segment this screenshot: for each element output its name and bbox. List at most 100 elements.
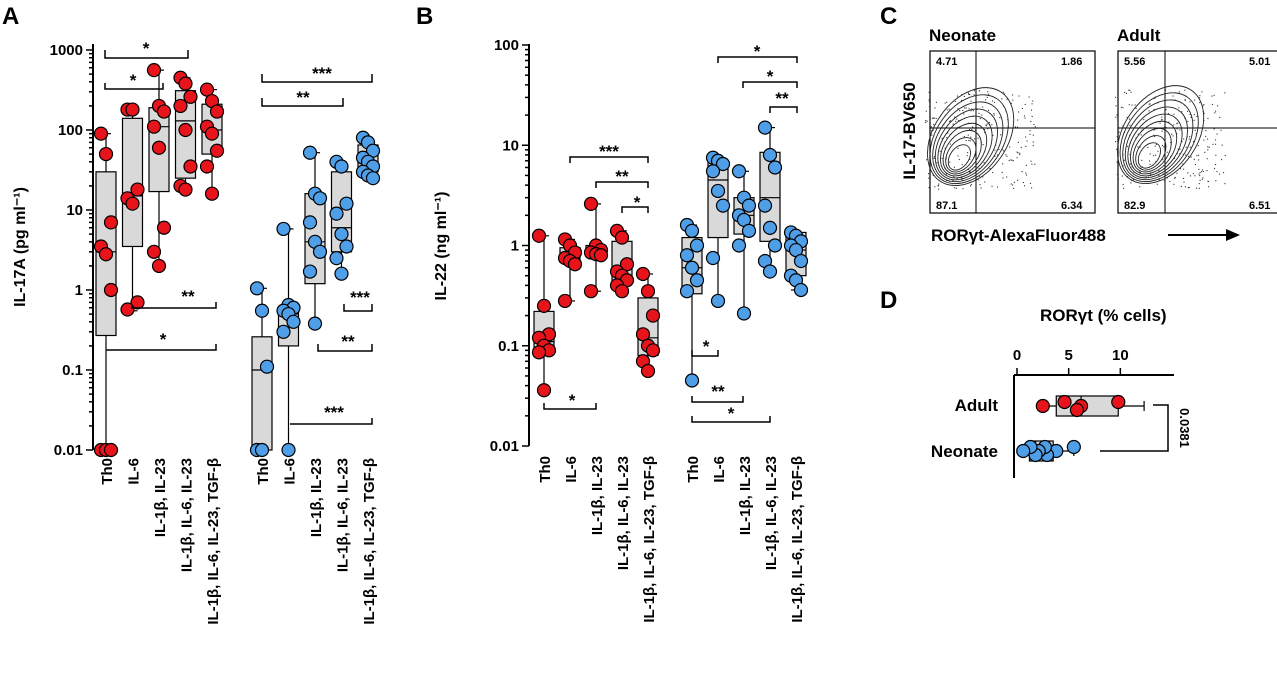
event-dot — [1163, 180, 1165, 182]
event-dot — [1163, 154, 1165, 156]
data-point — [276, 324, 291, 339]
sig-label: ** — [341, 332, 355, 351]
event-dot — [928, 101, 930, 103]
sig-label: * — [160, 330, 167, 349]
event-dot — [1198, 187, 1200, 189]
event-dot — [1199, 97, 1201, 99]
event-dot — [954, 116, 956, 118]
chart-title: RORγt (% cells) — [1040, 306, 1167, 325]
event-dot — [944, 168, 946, 170]
event-dot — [957, 182, 959, 184]
event-dot — [1030, 109, 1033, 111]
bracket — [261, 98, 344, 107]
data-point — [302, 145, 318, 160]
data-point — [204, 126, 220, 141]
event-dot — [991, 124, 993, 126]
event-dot — [949, 161, 951, 163]
y-tick-label: 10 — [66, 202, 83, 219]
event-dot — [965, 107, 967, 109]
data-point — [286, 314, 301, 329]
event-dot — [939, 150, 941, 152]
sig-label: *** — [324, 403, 344, 422]
event-dot — [993, 101, 996, 103]
sig-label: * — [569, 391, 576, 410]
data-point — [583, 196, 599, 211]
contour-line — [937, 115, 993, 179]
event-dot — [1031, 115, 1033, 118]
y-tick-label: 100 — [58, 122, 83, 139]
event-dot — [995, 144, 997, 146]
data-point — [531, 345, 547, 360]
event-dot — [987, 109, 990, 111]
event-dot — [1161, 94, 1163, 96]
event-dot — [989, 167, 991, 170]
event-dot — [1129, 89, 1131, 92]
event-dot — [1148, 160, 1151, 162]
event-dot — [1033, 123, 1035, 125]
event-dot — [1176, 172, 1178, 174]
x-category-label: IL-1β, IL-6, IL-23 — [763, 456, 780, 570]
event-dot — [941, 157, 943, 159]
event-dot — [1006, 176, 1008, 178]
event-dot — [938, 183, 940, 185]
event-dot — [970, 171, 972, 173]
event-dot — [1153, 108, 1155, 111]
event-dot — [1182, 163, 1184, 165]
event-dot — [944, 141, 946, 143]
event-dot — [1031, 187, 1033, 189]
sig-label: * — [767, 67, 774, 86]
event-dot — [1199, 101, 1201, 104]
contour-line — [1117, 85, 1205, 185]
x-category-label: IL-1β, IL-6, IL-23, TGF-β — [361, 458, 378, 625]
event-dot — [1165, 129, 1167, 131]
contour-line — [1124, 106, 1188, 179]
event-dot — [928, 177, 930, 179]
event-dot — [1025, 145, 1027, 148]
event-dot — [1116, 136, 1118, 138]
bracket — [569, 156, 649, 163]
x-category-label: Th0 — [685, 456, 702, 483]
event-dot — [1189, 136, 1191, 138]
event-dot — [1002, 91, 1004, 93]
data-point — [635, 266, 651, 282]
event-dot — [1135, 137, 1137, 139]
event-dot — [1155, 161, 1157, 163]
event-dot — [1184, 104, 1186, 106]
data-point — [103, 215, 119, 230]
event-dot — [972, 110, 974, 112]
event-dot — [1177, 148, 1179, 150]
event-dot — [1196, 155, 1198, 157]
event-dot — [931, 134, 933, 136]
data-point — [684, 223, 700, 238]
event-dot — [991, 185, 993, 187]
event-dot — [1198, 183, 1200, 185]
event-dot — [1025, 164, 1027, 166]
event-dot — [1172, 135, 1174, 137]
event-dot — [974, 129, 976, 131]
event-dot — [1157, 150, 1159, 152]
event-dot — [1008, 160, 1010, 162]
data-point — [209, 104, 225, 119]
event-dot — [1214, 143, 1217, 145]
event-dot — [1161, 144, 1164, 147]
x-category-label: IL-1β, IL-6, IL-23 — [615, 456, 632, 570]
event-dot — [957, 148, 959, 150]
event-dot — [1131, 104, 1133, 106]
event-dot — [956, 178, 958, 180]
event-dot — [1224, 92, 1226, 94]
event-dot — [994, 155, 996, 157]
data-point — [1057, 394, 1072, 410]
event-dot — [929, 184, 931, 186]
category-label-neonate: Neonate — [931, 442, 998, 461]
bracket — [742, 81, 798, 88]
event-dot — [1189, 113, 1191, 116]
panel-a-chart: 0.01 0.1 1 10 100 1000 IL-17A (pg ml⁻¹) Th0 IL… — [12, 39, 381, 625]
contour-line — [945, 137, 977, 173]
event-dot — [948, 120, 951, 123]
event-dot — [1132, 143, 1135, 145]
event-dot — [1017, 119, 1019, 121]
event-dot — [1213, 167, 1216, 169]
bracket — [290, 418, 373, 425]
bracket — [317, 344, 373, 352]
event-dot — [951, 184, 953, 186]
